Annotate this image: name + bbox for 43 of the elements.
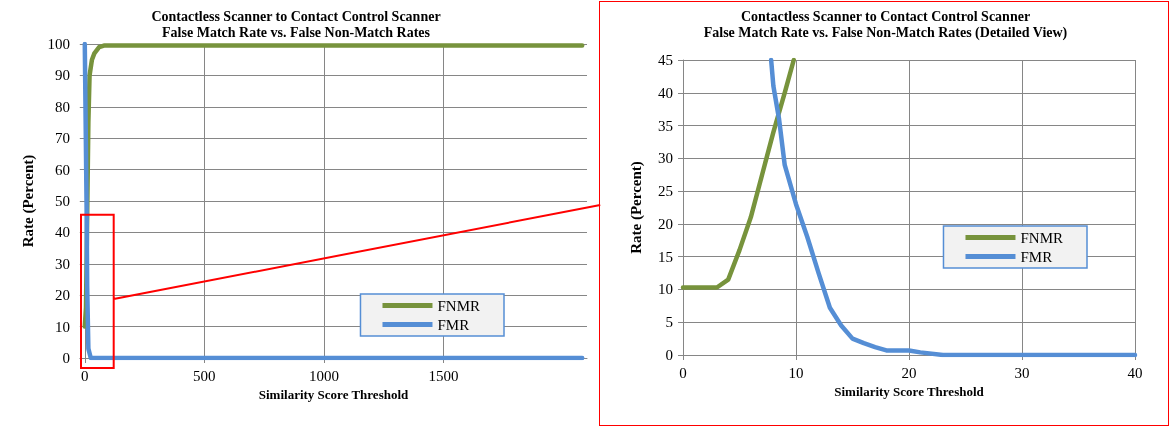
legend-label: FNMR [437, 297, 481, 314]
y-tick-label: 100 [47, 36, 70, 52]
x-tick-label: 500 [193, 367, 216, 384]
legend-label: FMR [437, 316, 470, 333]
y-tick-label: 0 [665, 347, 673, 363]
x-axis-title: Similarity Score Threshold [834, 384, 985, 399]
x-tick-label: 30 [1014, 364, 1030, 381]
y-tick-label: 50 [55, 193, 70, 209]
y-tick-label: 45 [658, 52, 673, 68]
x-tick-label: 0 [81, 367, 89, 384]
y-tick-label: 10 [55, 318, 70, 335]
legend-label: FNMR [1020, 229, 1064, 246]
x-axis-title: Similarity Score Threshold [258, 387, 410, 402]
y-tick-label: 0 [62, 350, 70, 366]
chart-title: Contactless Scanner to Contact Control Scanner [740, 8, 1031, 24]
y-axis-title: Rate (Percent) [19, 154, 37, 248]
y-tick-label: 20 [55, 287, 70, 304]
y-tick-label: 70 [55, 130, 70, 147]
y-tick-label: 30 [55, 255, 70, 272]
x-tick-label: 20 [901, 364, 917, 381]
y-tick-label: 15 [658, 248, 673, 265]
y-axis-title: Rate (Percent) [627, 161, 645, 254]
y-tick-label: 60 [55, 161, 70, 178]
y-tick-label: 30 [658, 150, 673, 167]
y-tick-label: 25 [658, 183, 673, 200]
x-tick-label: 1500 [428, 367, 459, 384]
x-tick-label: 1000 [308, 367, 339, 384]
y-tick-label: 5 [665, 314, 673, 331]
y-tick-label: 80 [55, 98, 70, 115]
line-series [680, 57, 796, 290]
y-tick-label: 10 [658, 281, 673, 298]
y-tick-label: 40 [658, 84, 673, 101]
y-tick-label: 40 [55, 224, 70, 241]
chart-subtitle: False Match Rate vs. False Non-Match Rates [162, 24, 431, 40]
x-tick-label: 0 [679, 364, 687, 381]
chart-title: Contactless Scanner to Contact Control Scanner [151, 8, 441, 24]
chart-subtitle: False Match Rate vs. False Non-Match Rates (Detailed View) [703, 24, 1068, 41]
y-tick-label: 90 [55, 67, 70, 84]
y-tick-label: 35 [658, 117, 673, 134]
x-tick-label: 10 [788, 364, 804, 381]
legend-label: FMR [1020, 248, 1053, 265]
y-tick-label: 20 [658, 215, 673, 232]
x-tick-label: 40 [1127, 364, 1143, 381]
